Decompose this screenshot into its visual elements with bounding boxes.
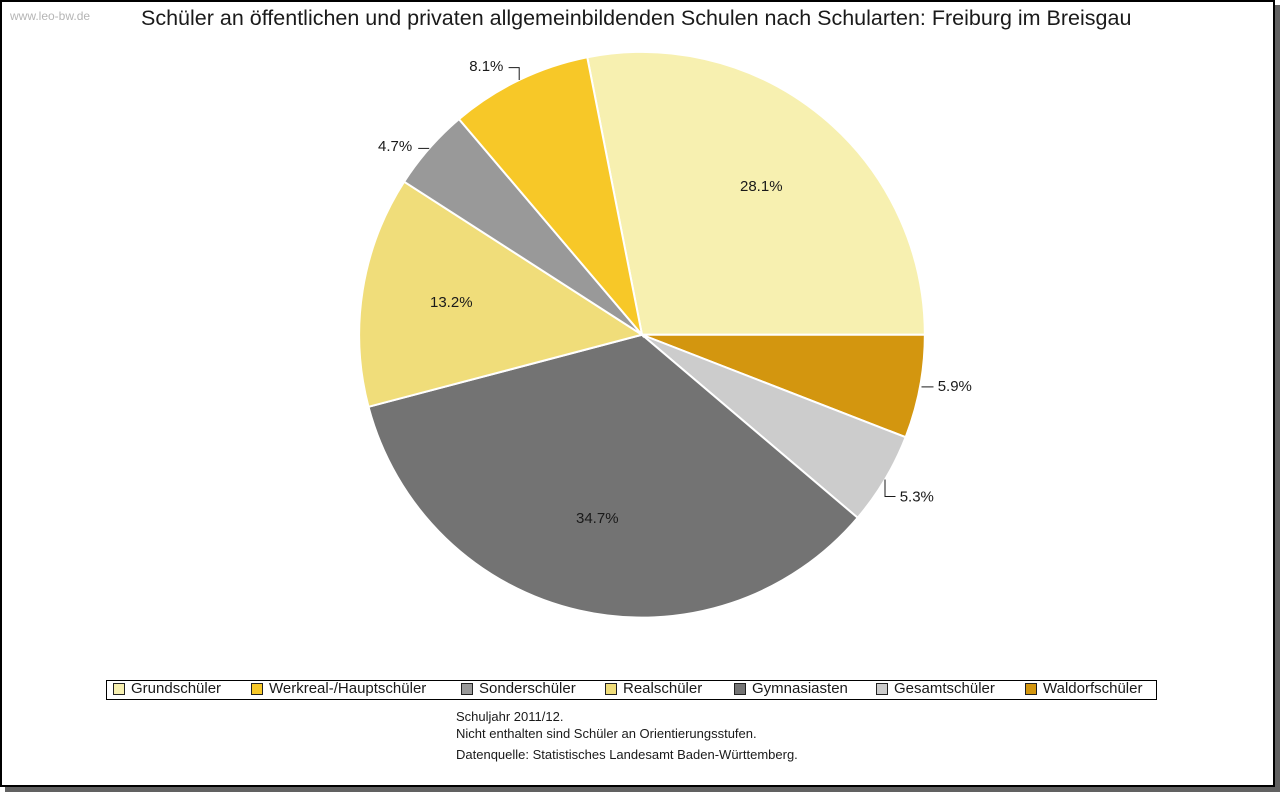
svg-text:34.7%: 34.7% — [576, 510, 619, 527]
svg-text:13.2%: 13.2% — [430, 294, 473, 311]
svg-text:5.9%: 5.9% — [938, 378, 972, 395]
svg-text:5.3%: 5.3% — [900, 489, 934, 506]
svg-text:28.1%: 28.1% — [740, 178, 783, 195]
svg-text:4.7%: 4.7% — [378, 138, 412, 155]
svg-text:8.1%: 8.1% — [469, 58, 503, 75]
